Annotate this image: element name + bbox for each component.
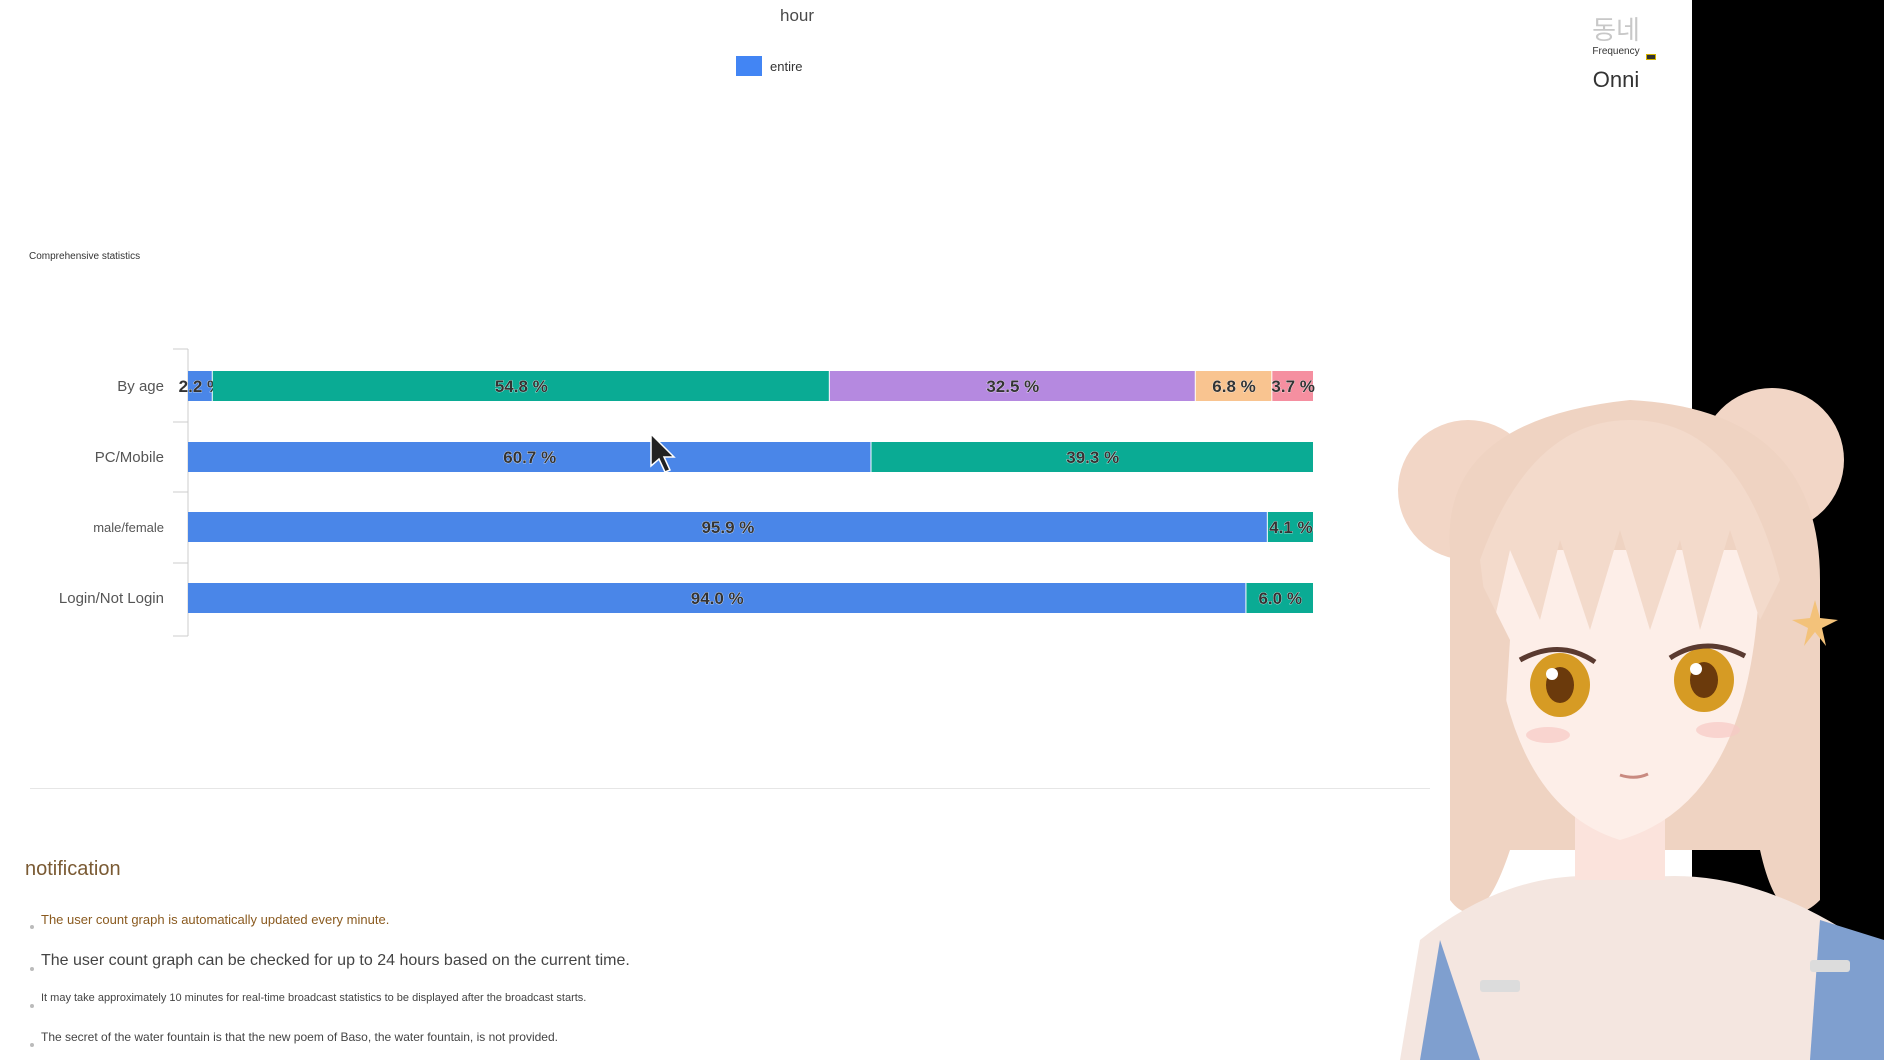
brand-name: Onni <box>1592 67 1640 92</box>
bar-segment <box>1272 371 1313 401</box>
bar-segment <box>188 583 1246 613</box>
data-label: 39.3 % <box>1066 448 1119 467</box>
frequency-mark-icon <box>1646 54 1656 60</box>
bar-segment <box>1195 371 1272 401</box>
legend-swatch <box>736 56 762 76</box>
category-label: male/female <box>93 520 164 535</box>
data-label: 6.8 % <box>1212 377 1255 396</box>
data-label: 94.0 % <box>691 589 744 608</box>
notification-title: notification <box>25 858 121 880</box>
data-label: 54.8 % <box>495 377 548 396</box>
bar-segment <box>1246 583 1313 613</box>
data-label: 3.7 % <box>1271 377 1314 396</box>
data-label: 2.2 % <box>179 377 222 396</box>
category-label: By age <box>117 378 164 395</box>
vtuber-avatar <box>1398 388 1884 1060</box>
notification-list: The user count graph is automatically up… <box>30 912 630 1047</box>
data-label: 4.1 % <box>1269 518 1312 537</box>
data-label: 60.7 % <box>503 448 556 467</box>
frequency-text: Frequency <box>1592 46 1640 57</box>
frequency-label: Frequency <box>1560 46 1672 60</box>
bar-segment <box>188 442 871 472</box>
stacked-bar-chart: By age 2.2 % 54.8 % 32.5 % 6.8 % 3.7 % PC/Mobi… <box>59 348 1315 637</box>
notification-item: The secret of the water fountain is that… <box>30 1030 630 1047</box>
data-label: 95.9 % <box>701 518 754 537</box>
bar-segment <box>871 442 1313 472</box>
data-label: 6.0 % <box>1258 589 1301 608</box>
chart-legend: entire <box>736 56 803 76</box>
section-divider <box>30 788 1430 789</box>
section-title: Comprehensive statistics <box>29 251 141 262</box>
bar-segment <box>188 512 1267 542</box>
brand-block: 동네 Frequency Onni <box>1560 0 1672 93</box>
bar-segment <box>212 371 829 401</box>
legend-label: entire <box>770 58 803 74</box>
category-label: PC/Mobile <box>95 449 164 466</box>
mouse-cursor-icon <box>650 432 676 473</box>
notification-item: The user count graph is automatically up… <box>30 912 630 952</box>
category-label: Login/Not Login <box>59 590 164 607</box>
brand-glyph: 동네 <box>1592 15 1640 45</box>
data-label: 32.5 % <box>986 377 1039 396</box>
bar-segment <box>188 371 212 401</box>
bar-segment <box>829 371 1195 401</box>
notification-item: The user count graph can be checked for … <box>30 952 630 992</box>
notification-item: It may take approximately 10 minutes for… <box>30 992 630 1030</box>
bar-segment <box>1267 512 1313 542</box>
hour-label: hour <box>779 6 815 25</box>
